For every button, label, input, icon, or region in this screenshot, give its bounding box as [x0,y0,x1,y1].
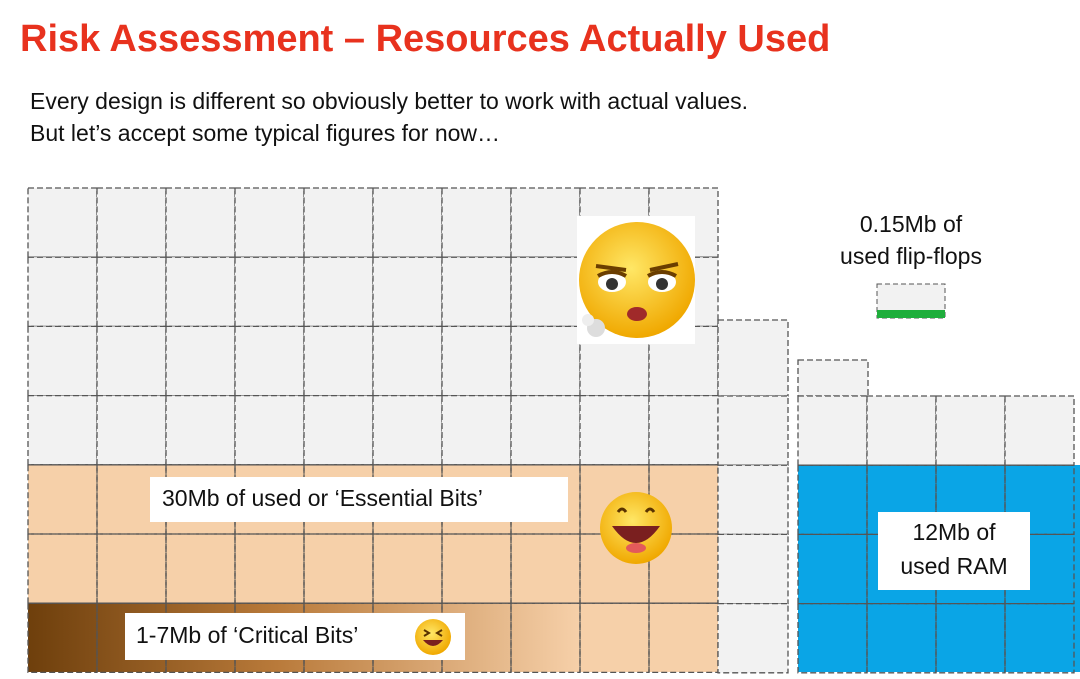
grid-cell [165,394,236,466]
grid-cell [234,325,305,397]
body-text: Every design is different so obviously b… [30,88,749,114]
grid-cell [441,325,512,397]
grid-cell [96,325,167,397]
grid-cell [510,325,581,397]
grid-cell [27,602,98,674]
grid-cell [303,187,374,258]
grid-cell [717,602,789,674]
grid-cell [303,394,374,466]
label: 30Mb of used or ‘Essential Bits’ [162,485,483,511]
grid-cell [866,602,937,674]
grid-cell [27,187,98,258]
grid-cell [510,533,581,604]
grid-cell [372,533,443,604]
label-box [150,477,568,522]
label: used RAM [900,553,1007,579]
grid-cell [96,533,167,604]
label: 1-7Mb of ‘Critical Bits’ [136,622,358,648]
grid-cell [441,533,512,604]
grid-cell [27,464,98,535]
label: 0.15Mb of [860,211,963,237]
grid-cell [510,394,581,466]
grid-cell [441,256,512,328]
label-box [878,512,1030,590]
grid-cell [1004,533,1075,605]
grid-cell [648,394,719,466]
grid-cell [441,187,512,258]
grid-cell [717,319,789,397]
grid-cell [717,533,789,605]
grid-cell [717,464,789,536]
grid-cell [234,256,305,328]
grid-cell [510,256,581,328]
laughing-emoji [600,492,672,564]
grid-cell [234,533,305,604]
grid-cell [303,533,374,604]
grid-cell [96,256,167,328]
grid-cell [303,256,374,328]
slide-title: Risk Assessment – Resources Actually Use… [20,18,831,60]
label-box [125,613,465,660]
grid-cell [510,187,581,258]
grid-cell [372,256,443,328]
grid-cell [165,533,236,604]
grid-cell [165,187,236,258]
flip-flop-fill [877,310,945,318]
grid-cell [303,325,374,397]
grid-cell [797,395,868,466]
grid-cell [797,359,869,397]
grid-cell [234,187,305,258]
grid-cell [96,394,167,466]
grid-cell [866,395,937,466]
grid-cell [441,394,512,466]
grid-cell [372,187,443,258]
grid-cell [935,602,1006,674]
grid-cell [96,187,167,258]
grid-cell [935,395,1006,466]
grid-cell [165,256,236,328]
grid-cell [579,394,650,466]
grid-cell [372,394,443,466]
grid-cell [579,533,650,604]
label: used flip-flops [840,243,982,269]
label: 12Mb of [912,519,996,545]
grid-cell [27,394,98,466]
grid-cell [165,325,236,397]
grid-cell [372,325,443,397]
grid-cell [1004,602,1075,674]
grid-cell [1004,395,1075,466]
grid-cell [441,602,512,674]
grid-cell [797,464,868,536]
tired-emoji [577,216,695,344]
grid-cell [510,602,581,674]
grid-cell [27,533,98,604]
grid-cell [1004,464,1075,536]
grid-cell [27,325,98,397]
body-text: But let’s accept some typical figures fo… [30,120,501,146]
grid-cell [27,256,98,328]
grid-cell [717,395,789,466]
grid-cell [510,464,581,535]
grid-cell [579,602,650,674]
grin-emoji [415,619,451,655]
grid-cell [797,533,868,605]
grid-cell [797,602,868,674]
grid-cell [234,394,305,466]
